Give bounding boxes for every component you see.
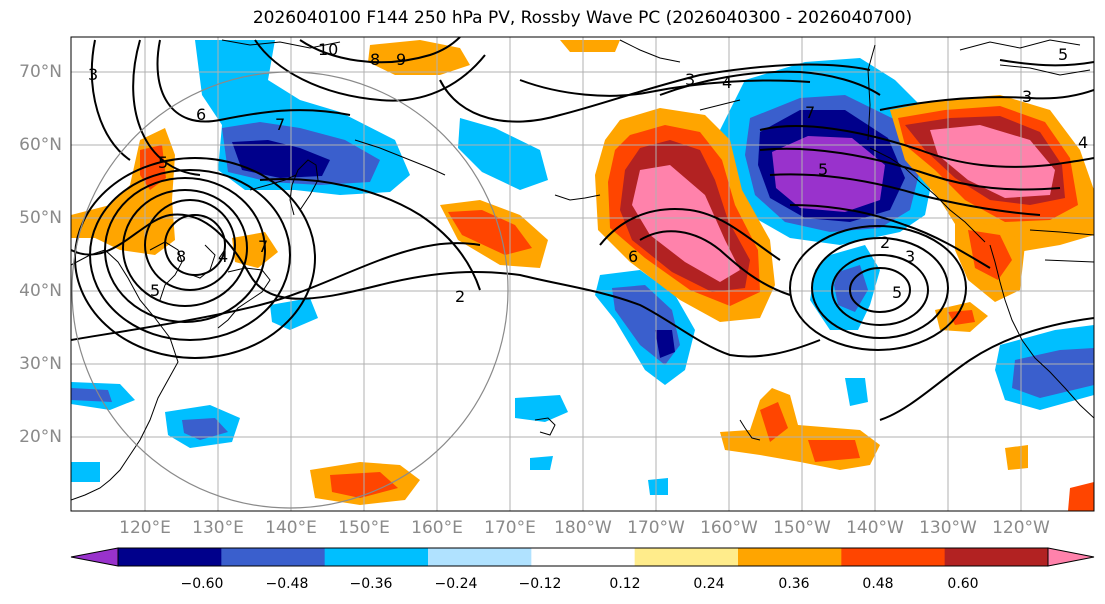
lon-label: 140°E bbox=[265, 518, 317, 538]
colorbar-tick-label: −0.48 bbox=[265, 576, 309, 592]
lat-label: 20°N bbox=[19, 427, 62, 447]
contour-label: 2 bbox=[880, 233, 890, 252]
contour-label: 3 bbox=[88, 65, 98, 84]
pv-anomaly-layer: 10 9 8 7 6 5 4 3 2 3 7 5 2 3 5 6 7 8 5 4… bbox=[71, 37, 1094, 511]
lon-label: 120°W bbox=[992, 518, 1050, 538]
colorbar bbox=[70, 547, 1095, 567]
colorbar-cell bbox=[221, 548, 326, 566]
coastlines bbox=[71, 39, 1094, 501]
contour-label: 6 bbox=[628, 247, 638, 266]
lat-label: 50°N bbox=[19, 208, 62, 228]
lon-label: 150°W bbox=[773, 518, 831, 538]
contour-label: 4 bbox=[1078, 133, 1088, 152]
lon-label: 160°W bbox=[700, 518, 758, 538]
lon-label: 130°E bbox=[192, 518, 244, 538]
gridlines bbox=[71, 37, 1094, 511]
contour-label: 3 bbox=[685, 70, 695, 89]
colorbar-cell bbox=[738, 548, 842, 566]
colorbar-cell bbox=[634, 548, 739, 566]
contour-label: 9 bbox=[396, 50, 406, 69]
colorbar-tick-label: 0.48 bbox=[862, 576, 894, 592]
contour-label: 2 bbox=[455, 287, 465, 306]
lon-label: 130°W bbox=[919, 518, 977, 538]
colorbar-tick-label: −0.12 bbox=[518, 576, 562, 592]
contour-label: 10 bbox=[318, 40, 338, 59]
colorbar-tick-label: 0.12 bbox=[609, 576, 641, 592]
lon-label: 170°E bbox=[484, 518, 536, 538]
lat-label: 40°N bbox=[19, 281, 62, 301]
colorbar-tick-label: −0.36 bbox=[349, 576, 393, 592]
contour-label: 5 bbox=[1058, 45, 1068, 64]
contour-label: 6 bbox=[196, 105, 206, 124]
colorbar-max-arrow bbox=[1047, 547, 1095, 567]
contour-label: 7 bbox=[805, 103, 815, 122]
lon-label: 160°E bbox=[411, 518, 463, 538]
contour-label: 4 bbox=[218, 247, 228, 266]
colorbar-tick-label: 0.24 bbox=[693, 576, 725, 592]
contour-label: 5 bbox=[158, 153, 168, 172]
contour-label: 8 bbox=[370, 50, 380, 69]
lat-label: 60°N bbox=[19, 135, 62, 155]
range-circle bbox=[71, 71, 509, 509]
colorbar-tick-label: −0.60 bbox=[180, 576, 224, 592]
contour-label: 7 bbox=[275, 115, 285, 134]
colorbar-cells bbox=[118, 548, 1049, 566]
lat-label: 30°N bbox=[19, 354, 62, 374]
contour-label: 5 bbox=[818, 160, 828, 179]
map-frame bbox=[70, 36, 1095, 512]
lat-label: 70°N bbox=[19, 62, 62, 82]
contour-label: 8 bbox=[176, 247, 186, 266]
contour-label: 3 bbox=[1022, 87, 1032, 106]
contour-label: 7 bbox=[258, 237, 268, 256]
contour-label: 5 bbox=[150, 281, 160, 300]
colorbar-tick-label: 0.36 bbox=[778, 576, 810, 592]
colorbar-tick-label: 0.60 bbox=[947, 576, 979, 592]
contour-label: 4 bbox=[722, 73, 732, 92]
colorbar-min-arrow bbox=[70, 547, 119, 567]
colorbar-frame bbox=[117, 547, 1049, 567]
colorbar-cell bbox=[531, 548, 636, 566]
lon-label: 180°W bbox=[554, 518, 612, 538]
colorbar-tick-label: −0.24 bbox=[434, 576, 478, 592]
colorbar-cell bbox=[118, 548, 222, 566]
lon-label: 140°W bbox=[846, 518, 904, 538]
lon-label: 150°E bbox=[338, 518, 390, 538]
lon-label: 120°E bbox=[119, 518, 171, 538]
colorbar-cell bbox=[944, 548, 1049, 566]
contour-label: 3 bbox=[905, 247, 915, 266]
colorbar-cell bbox=[324, 548, 429, 566]
contour-labels: 10 9 8 7 6 5 4 3 2 3 7 5 2 3 5 6 7 8 5 4… bbox=[88, 40, 1088, 306]
colorbar-cell bbox=[841, 548, 946, 566]
contour-label: 5 bbox=[892, 283, 902, 302]
pv-contours bbox=[71, 37, 1094, 421]
map-title: 2026040100 F144 250 hPa PV, Rossby Wave … bbox=[252, 8, 913, 28]
colorbar-cell bbox=[428, 548, 532, 566]
lon-label: 170°W bbox=[627, 518, 685, 538]
